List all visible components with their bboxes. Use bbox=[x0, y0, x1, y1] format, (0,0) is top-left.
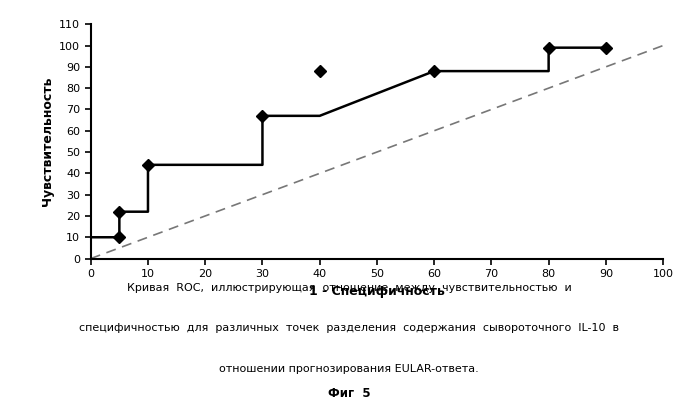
Text: Фиг  5: Фиг 5 bbox=[327, 387, 371, 400]
Text: Кривая  ROC,  иллюстрирующая  отношение  между  чувствительностью  и: Кривая ROC, иллюстрирующая отношение меж… bbox=[126, 283, 572, 293]
Text: специфичностью  для  различных  точек  разделения  содержания  сывороточного  IL: специфичностью для различных точек разде… bbox=[79, 323, 619, 333]
Text: отношении прогнозирования EULAR-ответа.: отношении прогнозирования EULAR-ответа. bbox=[219, 364, 479, 374]
X-axis label: 1 - Специфичность: 1 - Специфичность bbox=[309, 284, 445, 297]
Y-axis label: Чувствительность: Чувствительность bbox=[40, 77, 54, 206]
